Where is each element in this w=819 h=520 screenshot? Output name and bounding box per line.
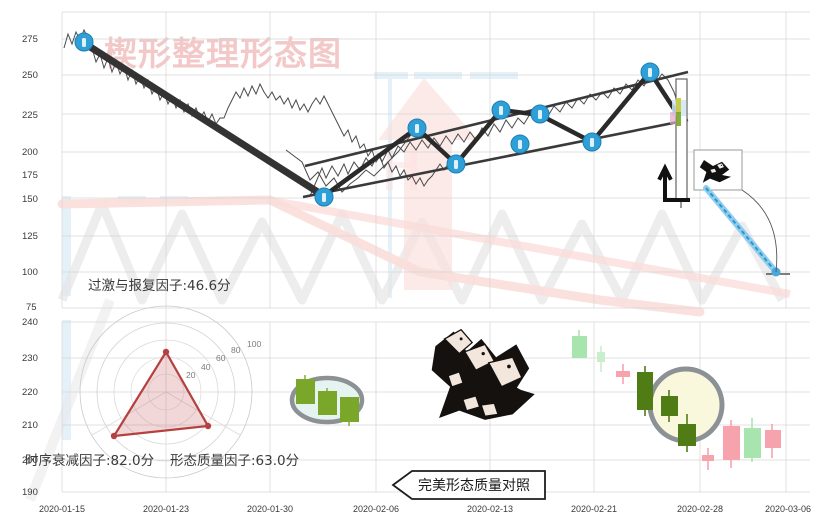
radar-tick-100: 100 xyxy=(247,339,261,349)
candle-body xyxy=(296,379,315,404)
marker-pink xyxy=(670,112,676,124)
pivot-marker-icon[interactable] xyxy=(446,154,466,174)
vulture-illustration-icon xyxy=(431,328,535,420)
y2-tick-230: 230 xyxy=(22,353,38,364)
y-tick-75: 75 xyxy=(26,302,37,313)
radar-tick-60: 60 xyxy=(216,353,226,363)
blue-dash-5 xyxy=(160,196,188,203)
up-arrow-icon xyxy=(657,163,690,202)
channel-upper-line xyxy=(304,70,689,168)
watermark-title: 楔形整理形态图 xyxy=(104,34,342,73)
pivot-marker-icon[interactable] xyxy=(74,32,94,52)
y2-tick-220: 220 xyxy=(22,387,38,398)
downtrend-line xyxy=(80,39,328,200)
vulture-small-icon xyxy=(699,160,731,183)
blue-band-left-lower xyxy=(62,320,71,440)
blue-dash-3 xyxy=(470,72,518,79)
factor-radar-chart: 20 40 60 80 100 xyxy=(79,305,261,479)
projection-arrow xyxy=(703,185,790,277)
vulture-small-box xyxy=(693,149,743,191)
projection-line xyxy=(705,187,777,273)
callout-banner[interactable]: 完美形态质量对照 xyxy=(391,470,546,500)
radar-tick-20: 20 xyxy=(186,370,196,380)
y2-tick-210: 210 xyxy=(22,420,38,431)
lower-y-axis-labels: 240 230 220 210 200 190 xyxy=(22,317,38,498)
price-polyline-trough xyxy=(285,127,417,193)
right-candle-cluster xyxy=(637,366,725,452)
y2-tick-200: 200 xyxy=(22,455,38,466)
x-tick-4: 2020-02-13 xyxy=(467,504,513,514)
radar-tick-80: 80 xyxy=(231,345,241,355)
x-tick-2: 2020-01-30 xyxy=(247,504,293,514)
x-tick-7: 2020-03-06 xyxy=(765,504,811,514)
blue-band-left xyxy=(62,196,71,296)
pivot-marker-icon[interactable] xyxy=(530,104,550,124)
arrow-left-callout-icon xyxy=(391,470,546,500)
y-tick-250: 250 xyxy=(22,70,38,81)
left-candle-cluster xyxy=(289,375,365,426)
gray-zigzag-watermark xyxy=(57,199,786,305)
candle-body xyxy=(318,391,337,415)
pivot-marker-icon[interactable] xyxy=(582,132,602,152)
y-tick-125: 125 xyxy=(22,231,38,242)
x-tick-5: 2020-02-21 xyxy=(571,504,617,514)
blue-vline xyxy=(388,78,392,298)
radar-axis-2 xyxy=(165,391,241,436)
pivot-marker-icon[interactable] xyxy=(314,187,334,207)
factor-label-bottom-left: 时序衰减因子:82.0分 xyxy=(25,452,154,469)
pivot-marker-icon[interactable] xyxy=(407,118,427,138)
callout-label: 完美形态质量对照 xyxy=(418,478,530,494)
gray-diagonal-watermark xyxy=(25,298,115,502)
radar-data-polygon xyxy=(111,349,210,438)
y2-tick-240: 240 xyxy=(22,317,38,328)
pivot-zigzag-line xyxy=(322,69,682,198)
y-tick-275: 275 xyxy=(22,34,38,45)
marker-yellow xyxy=(676,98,681,114)
candle-body xyxy=(765,430,781,448)
price-polyline-right xyxy=(309,73,683,197)
last-bar-annotation xyxy=(657,78,690,208)
y2-tick-190: 190 xyxy=(22,487,38,498)
factor-label-bottom-right: 形态质量因子:63.0分 xyxy=(170,453,299,469)
upper-y-axis-labels: 275 250 225 200 175 150 125 100 75 xyxy=(22,34,38,313)
factor-label-top: 过激与报复因子:46.6分 xyxy=(88,277,231,294)
candle-body xyxy=(572,336,587,358)
radar-point-3 xyxy=(110,432,118,440)
y-tick-200: 200 xyxy=(22,147,38,158)
radar-tick-40: 40 xyxy=(201,362,211,372)
pivot-marker-icon[interactable] xyxy=(491,100,511,120)
y-tick-150: 150 xyxy=(22,194,38,205)
pink-band-watermark-2 xyxy=(267,196,791,298)
pivot-marker-icon[interactable] xyxy=(510,134,530,154)
radar-point-1 xyxy=(162,348,170,356)
y-tick-175: 175 xyxy=(22,170,38,181)
blue-dash-4 xyxy=(118,196,146,203)
x-tick-3: 2020-02-06 xyxy=(353,504,399,514)
projection-curve-guide xyxy=(741,189,778,273)
x-tick-6: 2020-02-28 xyxy=(677,504,723,514)
x-axis-labels: 2020-01-15 2020-01-23 2020-01-30 2020-02… xyxy=(39,504,811,514)
blue-dash-2 xyxy=(414,72,462,79)
radar-point-2 xyxy=(204,422,212,430)
marker-green xyxy=(676,112,681,126)
y-tick-225: 225 xyxy=(22,110,38,121)
channel-lower-line xyxy=(302,118,689,199)
lower-candlestick-series xyxy=(572,330,781,470)
y-tick-100: 100 xyxy=(22,267,38,278)
x-tick-0: 2020-01-15 xyxy=(39,504,85,514)
x-tick-1: 2020-01-23 xyxy=(143,504,189,514)
pink-glyph-watermark xyxy=(386,146,417,190)
candle-body xyxy=(340,397,359,422)
last-candle-box xyxy=(675,78,688,200)
pivot-marker-icon[interactable] xyxy=(640,62,660,82)
blue-dash-1 xyxy=(374,72,408,79)
pivot-markers xyxy=(74,32,660,207)
